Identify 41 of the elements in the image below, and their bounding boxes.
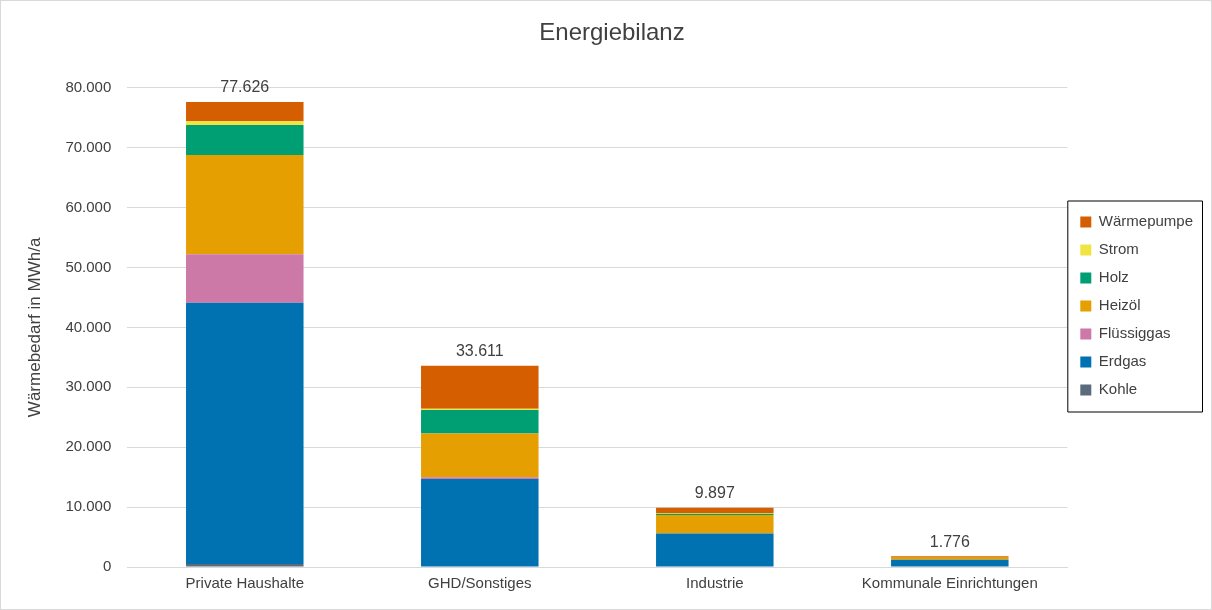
y-axis-title: Wärmebedarf in MWh/a — [24, 237, 44, 418]
bar — [421, 433, 539, 478]
total-label: 77.626 — [220, 78, 270, 96]
y-tick-label: 40.000 — [65, 317, 112, 335]
chart-title: Energiebilanz — [539, 18, 685, 46]
legend-label: Kohle — [1098, 380, 1138, 398]
y-tick-label: 50.000 — [65, 257, 112, 275]
legend-label: Wärmepumpe — [1098, 212, 1194, 230]
bar — [186, 154, 304, 255]
total-label: 1.776 — [929, 532, 970, 550]
y-tick-label: 0 — [102, 557, 112, 575]
y-tick-label: 70.000 — [65, 137, 112, 155]
bar — [421, 478, 539, 567]
y-tick-label: 80.000 — [65, 77, 112, 95]
legend-label: Heizöl — [1098, 296, 1141, 314]
y-tick-label: 60.000 — [65, 197, 112, 215]
y-tick-label: 20.000 — [65, 437, 112, 455]
bar — [186, 102, 304, 122]
bar — [186, 121, 304, 125]
legend-label: Flüssiggas — [1098, 324, 1171, 342]
bar — [421, 410, 539, 434]
y-tick-label: 30.000 — [65, 377, 112, 395]
bar — [891, 559, 1009, 567]
bar — [656, 507, 774, 514]
legend-label: Erdgas — [1098, 352, 1147, 370]
legend-label: Strom — [1098, 240, 1139, 258]
total-label: 9.897 — [694, 484, 735, 502]
bar — [656, 533, 774, 567]
bar — [186, 302, 304, 565]
x-tick-label: Industrie — [686, 574, 744, 592]
x-tick-label: Kommunale Einrichtungen — [861, 574, 1038, 592]
y-tick-label: 10.000 — [65, 497, 112, 515]
bar — [421, 365, 539, 409]
bar — [186, 254, 304, 303]
bar — [186, 124, 304, 155]
x-tick-label: GHD/Sonstiges — [428, 574, 532, 592]
x-tick-label: Private Haushalte — [185, 574, 304, 592]
bar — [186, 564, 304, 567]
bar — [656, 514, 774, 534]
legend-label: Holz — [1098, 268, 1129, 286]
total-label: 33.611 — [455, 342, 504, 360]
